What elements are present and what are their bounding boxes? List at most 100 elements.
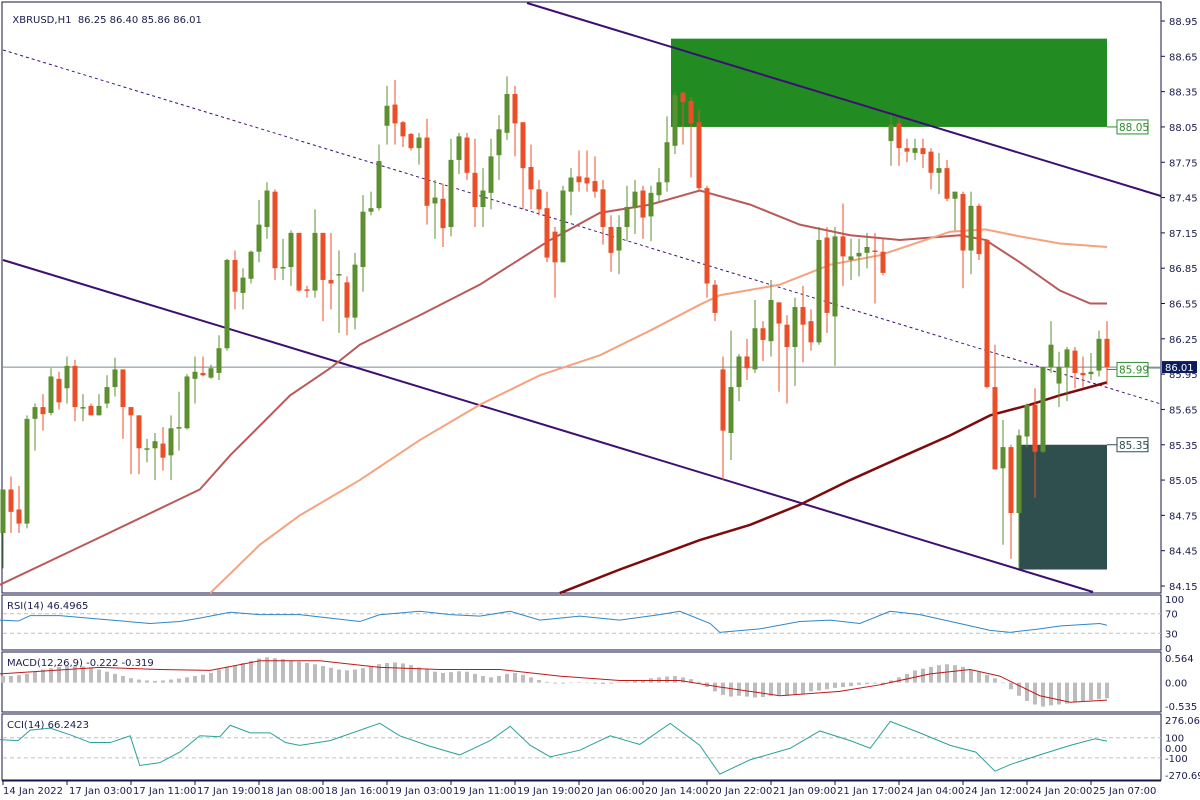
candle — [640, 185, 646, 239]
demand-level-label: 85.35 — [1119, 440, 1149, 452]
candle-body — [264, 190, 270, 227]
candle — [272, 189, 278, 280]
macd-histogram-bar — [577, 682, 581, 683]
macd-histogram-bar — [441, 673, 445, 683]
candle — [656, 168, 662, 202]
candle — [1040, 367, 1046, 453]
candle-body — [208, 368, 214, 378]
macd-histogram-bar — [169, 679, 173, 683]
time-axis-label: 17 Jan 19:00 — [197, 786, 260, 797]
macd-histogram-bar — [17, 675, 21, 683]
candle — [384, 85, 390, 145]
candle — [1080, 356, 1086, 389]
candle — [64, 356, 70, 404]
macd-histogram-bar — [985, 674, 989, 683]
candle-body — [512, 93, 518, 124]
candle — [832, 226, 838, 366]
macd-histogram-bar — [545, 681, 549, 683]
macd-histogram-bar — [913, 670, 917, 683]
macd-histogram-bar — [473, 673, 477, 683]
candle — [888, 115, 894, 166]
candle — [992, 344, 998, 470]
candle-body — [472, 172, 478, 207]
candle-body — [632, 191, 638, 209]
candle — [752, 299, 758, 373]
candle — [40, 394, 46, 431]
candle-body — [160, 443, 166, 458]
macd-histogram-bar — [641, 680, 645, 683]
candle — [344, 276, 350, 336]
time-axis-label: 20 Jan 14:00 — [645, 786, 708, 797]
main-panel-frame — [1, 1, 1162, 594]
macd-histogram-bar — [945, 664, 949, 683]
candle-body — [312, 232, 318, 291]
candle-body — [152, 441, 158, 449]
macd-histogram-bar — [673, 676, 677, 683]
macd-histogram-bar — [137, 679, 141, 683]
candle — [368, 191, 374, 216]
candle-body — [240, 277, 246, 293]
candle-body — [192, 371, 198, 379]
macd-histogram-bar — [121, 676, 125, 683]
candle-body — [600, 189, 606, 227]
time-axis-label: 21 Jan 17:00 — [837, 786, 900, 797]
candle-body — [1024, 404, 1030, 437]
macd-histogram-bar — [409, 665, 413, 683]
candle-body — [136, 415, 142, 449]
macd-histogram-bar — [833, 682, 837, 688]
macd-histogram-bar — [1089, 682, 1093, 701]
candle — [1056, 351, 1062, 408]
macd-histogram-bar — [969, 669, 973, 683]
candle-body — [232, 259, 238, 292]
candle — [968, 191, 974, 275]
candle — [1016, 429, 1022, 569]
candle-body — [624, 206, 630, 227]
candle-body — [328, 279, 334, 284]
candle-body — [664, 142, 670, 183]
candle — [464, 132, 470, 180]
time-axis-label: 17 Jan 11:00 — [133, 786, 196, 797]
rsi-title: RSI(14) 46.4965 — [7, 601, 88, 612]
time-axis-label: 19 Jan 11:00 — [453, 786, 516, 797]
macd-histogram-bar — [937, 665, 941, 683]
candle — [1032, 388, 1038, 498]
macd-histogram-bar — [393, 662, 397, 683]
candle — [1048, 321, 1054, 373]
candle-body — [24, 418, 30, 524]
candle — [688, 97, 694, 178]
macd-histogram-bar — [249, 660, 253, 683]
candle-body — [72, 365, 78, 408]
macd-histogram-bar — [953, 665, 957, 683]
candle-body — [128, 407, 134, 416]
lower-trendline — [2, 259, 1094, 593]
macd-histogram-bar — [1097, 682, 1101, 700]
candle — [984, 238, 990, 389]
rsi-axis-label: 30 — [1165, 629, 1178, 640]
candle — [704, 185, 710, 298]
candle-body — [368, 208, 374, 212]
candle — [432, 179, 438, 239]
macd-histogram-bar — [265, 657, 269, 683]
rsi-axis-label: 100 — [1165, 595, 1184, 606]
candle — [232, 250, 238, 310]
candle — [32, 403, 38, 451]
candle — [880, 238, 886, 276]
cci-panel-frame — [1, 713, 1162, 781]
macd-histogram-bar — [425, 669, 429, 683]
macd-axis-label: 0.564 — [1165, 654, 1194, 665]
candle — [160, 427, 166, 471]
candle — [128, 407, 134, 475]
candle — [376, 144, 382, 211]
candle — [672, 91, 678, 155]
macd-histogram-bar — [97, 669, 101, 683]
candle — [440, 183, 446, 247]
candle — [824, 226, 830, 333]
macd-histogram-bar — [337, 669, 341, 683]
macd-histogram-bar — [801, 682, 805, 694]
price-axis-label: 85.65 — [1169, 405, 1198, 416]
macd-histogram-bar — [1009, 682, 1013, 690]
candle-body — [440, 198, 446, 229]
candle — [520, 122, 526, 210]
macd-histogram-bar — [313, 664, 317, 683]
